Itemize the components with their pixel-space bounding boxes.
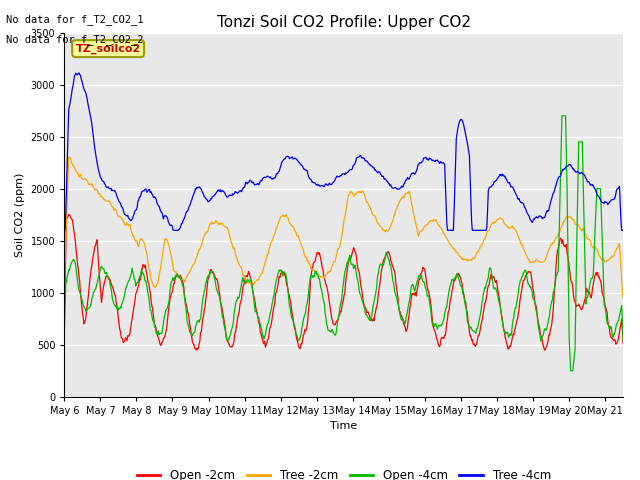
Open -2cm: [620, 340, 627, 346]
Open -2cm: [403, 327, 411, 333]
Open -2cm: [65, 212, 72, 217]
Line: Tree -2cm: Tree -2cm: [65, 157, 623, 298]
Line: Open -4cm: Open -4cm: [65, 116, 623, 371]
Tree -4cm: [402, 177, 410, 183]
Tree -4cm: [433, 157, 441, 163]
Legend: Open -2cm, Tree -2cm, Open -4cm, Tree -4cm: Open -2cm, Tree -2cm, Open -4cm, Tree -4…: [132, 465, 556, 480]
Tree -4cm: [278, 159, 286, 165]
Text: No data for f_T2_CO2_1: No data for f_T2_CO2_1: [6, 14, 144, 25]
Line: Open -2cm: Open -2cm: [65, 215, 623, 350]
Tree -2cm: [402, 191, 410, 196]
Tree -2cm: [278, 214, 286, 219]
Open -4cm: [228, 324, 236, 329]
Tree -2cm: [65, 154, 72, 160]
Tree -4cm: [127, 218, 134, 224]
Tree -4cm: [61, 228, 68, 233]
Open -4cm: [126, 275, 134, 281]
Open -2cm: [258, 334, 266, 339]
Open -4cm: [558, 113, 566, 119]
Tree -4cm: [230, 192, 237, 198]
Open -2cm: [434, 341, 442, 347]
Open -4cm: [433, 323, 440, 329]
Open -2cm: [279, 269, 287, 275]
Open -4cm: [278, 267, 285, 273]
Tree -2cm: [433, 220, 441, 226]
Line: Tree -4cm: Tree -4cm: [65, 73, 623, 230]
Open -4cm: [61, 330, 68, 336]
Open -4cm: [257, 321, 264, 326]
Open -4cm: [620, 337, 627, 343]
X-axis label: Time: Time: [330, 421, 357, 432]
Tree -2cm: [257, 272, 265, 277]
Tree -2cm: [61, 273, 68, 278]
Tree -2cm: [230, 245, 237, 251]
Tree -2cm: [127, 226, 134, 231]
Tree -4cm: [620, 228, 627, 233]
Open -2cm: [230, 337, 238, 343]
Tree -2cm: [620, 295, 627, 301]
Open -2cm: [127, 326, 134, 332]
Open -4cm: [401, 321, 409, 326]
Open -4cm: [567, 368, 575, 373]
Open -2cm: [193, 347, 200, 353]
Text: TZ_soilco2: TZ_soilco2: [76, 44, 141, 54]
Tree -4cm: [257, 178, 265, 183]
Title: Tonzi Soil CO2 Profile: Upper CO2: Tonzi Soil CO2 Profile: Upper CO2: [217, 15, 471, 30]
Open -2cm: [61, 307, 68, 313]
Y-axis label: Soil CO2 (ppm): Soil CO2 (ppm): [15, 172, 25, 257]
Tree -4cm: [75, 70, 83, 76]
Text: No data for f_T2_CO2_2: No data for f_T2_CO2_2: [6, 34, 144, 45]
